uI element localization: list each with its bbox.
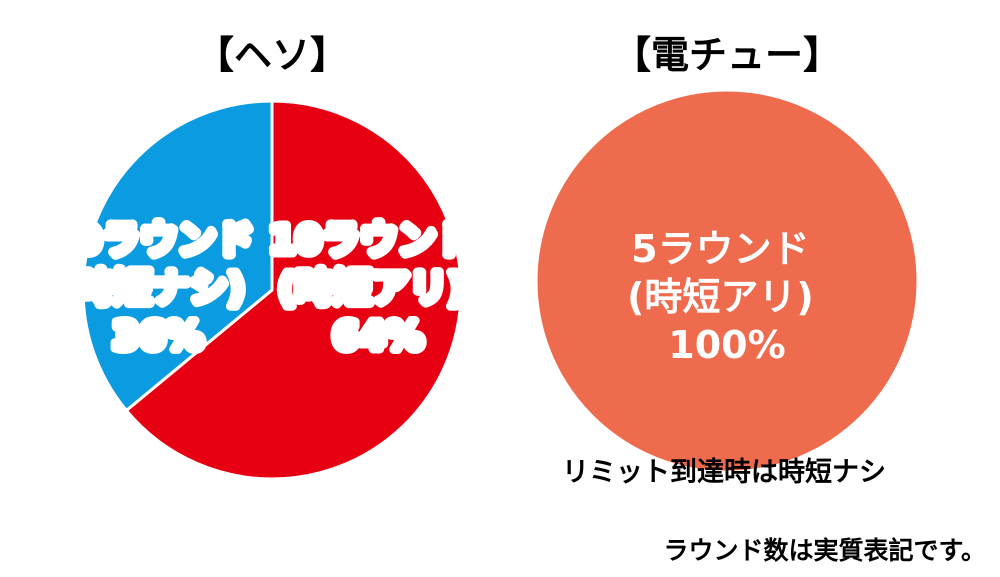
denchu-slice-0: [534, 88, 920, 474]
denchu-chart-title: 【電チュー】: [613, 33, 841, 77]
heso-pie-chart: [81, 99, 463, 481]
limit-annotation: リミット到達時は時短ナシ: [562, 457, 886, 488]
heso-slice-1: [81, 99, 274, 413]
heso-slice-jitan-nashi-line-2: (時短ナシ): [58, 266, 245, 310]
denchu-slice-line-2: (時短アリ): [627, 275, 814, 319]
heso-slice-0: [124, 99, 463, 481]
heso-slice-jitan-ari-line-2: (時短アリ): [278, 266, 465, 310]
heso-slice-jitan-nashi-label: 10ラウンド (時短ナシ) 36%: [49, 218, 267, 358]
denchu-slice-label: 5ラウンド (時短アリ) 100%: [627, 227, 827, 367]
footnote: ラウンド数は実質表記です。: [663, 536, 986, 565]
heso-chart-title: 【ヘソ】: [196, 33, 348, 77]
heso-slice-jitan-ari-line-1: 10ラウンド: [269, 218, 474, 262]
heso-slice-jitan-ari-label: 10ラウンド (時短アリ) 64%: [269, 218, 487, 358]
denchu-slice-line-3: 100%: [668, 323, 785, 367]
denchu-pie-chart: [534, 88, 920, 474]
heso-slice-jitan-ari-line-3: 64%: [333, 314, 424, 358]
heso-slice-jitan-nashi-line-3: 36%: [113, 314, 204, 358]
denchu-slice-line-1: 5ラウンド: [631, 227, 809, 271]
heso-slice-jitan-nashi-line-1: 10ラウンド: [49, 218, 254, 262]
